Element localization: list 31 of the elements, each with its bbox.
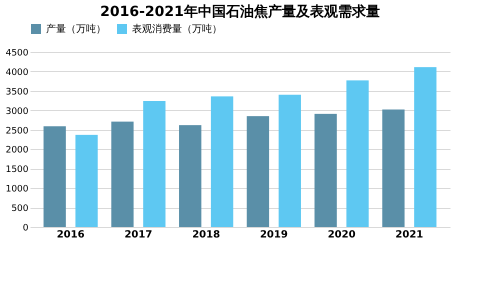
y-tick-label: 0 <box>22 224 29 234</box>
bar <box>246 116 270 227</box>
y-tick-label: 2000 <box>6 146 29 156</box>
x-tick-label: 2016 <box>56 230 85 240</box>
bar <box>111 122 134 227</box>
bar <box>278 94 301 227</box>
x-tick-label: 2020 <box>328 230 356 240</box>
y-tick-label: 4500 <box>6 48 29 58</box>
bar <box>210 96 234 227</box>
bar <box>346 80 369 227</box>
bar <box>414 67 436 227</box>
bar <box>143 101 166 227</box>
bar <box>179 125 202 227</box>
x-tick-label: 2019 <box>260 230 288 240</box>
y-tick-label: 1000 <box>6 184 29 195</box>
legend-label: 表观消费量（万吨） <box>132 23 222 35</box>
y-tick-label: 1500 <box>6 165 29 176</box>
bar <box>75 134 98 227</box>
x-tick-label: 2018 <box>192 230 220 240</box>
y-tick-label: 4000 <box>6 68 29 78</box>
y-tick-label: 2500 <box>6 126 29 136</box>
bar <box>44 126 66 227</box>
y-tick-label: 3500 <box>6 87 29 98</box>
x-tick-label: 2021 <box>395 230 424 240</box>
x-tick-label: 2017 <box>124 230 152 240</box>
chart-title: 2016-2021年中国石油焦产量及表观需求量 <box>100 3 380 20</box>
bar <box>314 114 337 227</box>
bar <box>382 110 405 227</box>
legend-label: 产量（万吨） <box>46 23 106 35</box>
y-tick-label: 3000 <box>6 106 29 117</box>
y-tick-label: 500 <box>11 204 29 214</box>
